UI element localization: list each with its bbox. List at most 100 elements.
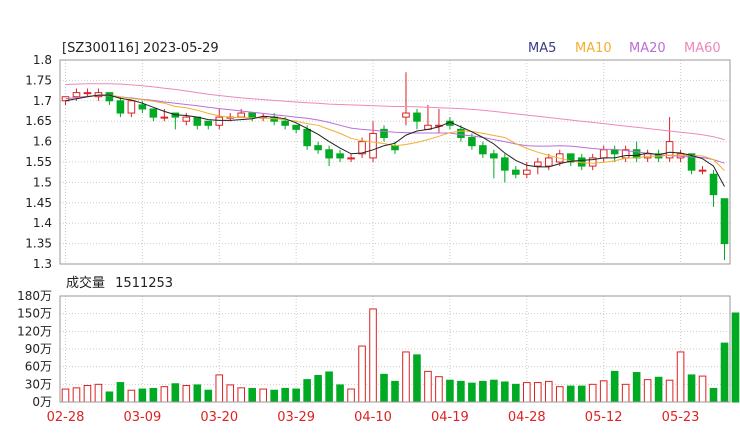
legend-ma20: MA20 — [629, 41, 666, 56]
candle-down — [490, 153, 498, 159]
candle-down — [336, 153, 344, 159]
candle-up — [160, 116, 169, 119]
candles — [61, 72, 729, 260]
volume-bar-down — [512, 383, 520, 403]
volume-bar-up — [226, 384, 235, 403]
volume-bar-down — [325, 371, 333, 403]
volume-tick-label: 60万 — [25, 360, 52, 374]
candle-down — [138, 104, 147, 110]
volume-bar-up — [588, 383, 597, 403]
volume-bar-down — [731, 312, 740, 403]
price-tick-label: 1.35 — [25, 237, 52, 251]
price-tick-label: 1.4 — [33, 216, 52, 230]
date-tick-label: 05-12 — [585, 410, 623, 425]
legend-ma5: MA5 — [528, 41, 556, 56]
candle-down — [610, 149, 619, 155]
volume-tick-label: 90万 — [25, 342, 52, 356]
volume-bar-up — [72, 387, 81, 403]
volume-tick-label: 150万 — [17, 307, 52, 321]
ma20-line — [65, 94, 725, 164]
date-tick-label: 03-09 — [123, 410, 161, 425]
ma-legend: MA5 MA10 MA20 MA60 — [528, 41, 721, 56]
volume-bar-up — [523, 382, 531, 403]
volume-bar-down — [314, 375, 322, 403]
volume-bar-up — [94, 383, 103, 403]
candle-down — [314, 145, 322, 151]
volume-bar-down — [391, 380, 399, 403]
volume-bar-down — [171, 383, 180, 403]
volume-bar-up — [555, 386, 564, 403]
volume-bar-down — [610, 370, 619, 403]
volume-bar-down — [720, 342, 729, 403]
price-tick-label: 1.45 — [25, 196, 52, 210]
candle-down — [248, 112, 257, 118]
candle-up — [83, 92, 92, 95]
volume-bar-down — [490, 379, 498, 403]
candle-down — [413, 112, 421, 122]
volume-bar-down — [457, 380, 465, 403]
volume-bar-up — [544, 380, 553, 403]
volume-bar-up — [402, 351, 410, 403]
candle-down — [566, 153, 575, 163]
price-tick-label: 1.6 — [33, 135, 52, 149]
candle-down — [391, 145, 399, 151]
date-tick-label: 02-28 — [47, 410, 85, 425]
volume-bar-down — [292, 388, 300, 403]
volume-bar-down — [193, 384, 202, 403]
volume-bar-down — [413, 354, 421, 403]
volume-bar-down — [468, 382, 476, 403]
volume-bar-down — [446, 379, 454, 403]
candle-up — [127, 100, 136, 114]
volume-bar-up — [259, 388, 267, 403]
candle-down — [632, 149, 641, 159]
volume-bar-down — [687, 374, 696, 403]
volume-bar-up — [643, 379, 652, 403]
candle-down — [709, 173, 718, 196]
volume-bar-down — [149, 387, 158, 403]
volume-bar-up — [533, 382, 542, 403]
candle-down — [512, 169, 520, 175]
price-tick-label: 1.75 — [25, 73, 52, 87]
price-panel-border — [59, 59, 731, 265]
volume-bar-down — [116, 382, 125, 403]
ma60-line — [65, 83, 725, 141]
price-tick-label: 1.5 — [33, 175, 52, 189]
price-grid — [60, 59, 730, 265]
candle-up — [215, 116, 224, 126]
candle-down — [149, 108, 158, 118]
price-tick-label: 1.65 — [25, 114, 52, 128]
candle-down — [105, 92, 114, 102]
volume-bar-up — [435, 376, 443, 403]
volume-bar-up — [424, 370, 432, 403]
volume-bar-up — [347, 388, 355, 403]
ma10-line — [65, 94, 725, 171]
volume-bar-down — [566, 385, 575, 403]
volume-bars — [61, 308, 740, 403]
candle-up — [523, 169, 531, 175]
date-tick-label: 03-29 — [277, 410, 315, 425]
candle-up — [402, 112, 410, 118]
volume-bar-up — [127, 389, 136, 403]
date-tick-label: 03-20 — [200, 410, 238, 425]
volume-tick-label: 0万 — [32, 395, 52, 409]
candle-up — [182, 116, 191, 122]
volume-bar-down — [336, 384, 344, 403]
candle-up — [588, 157, 597, 167]
volume-bar-down — [204, 389, 213, 403]
candle-down — [303, 128, 311, 147]
candle-down — [325, 149, 333, 159]
candle-down — [292, 124, 300, 130]
volume-bar-up — [160, 386, 169, 403]
candle-up — [369, 132, 377, 159]
volume-bar-down — [281, 387, 289, 403]
price-tick-label: 1.8 — [33, 53, 52, 67]
price-tick-label: 1.3 — [33, 257, 52, 271]
date-axis: 02-28 03-09 03-20 03-29 04-10 04-19 04-28 05-12… — [47, 410, 700, 425]
volume-tick-label: 30万 — [25, 377, 52, 391]
candle-down — [687, 153, 696, 171]
candle-up — [533, 161, 542, 167]
candle-up — [544, 157, 553, 167]
candle-down — [380, 128, 388, 139]
volume-bar-down — [479, 380, 487, 403]
